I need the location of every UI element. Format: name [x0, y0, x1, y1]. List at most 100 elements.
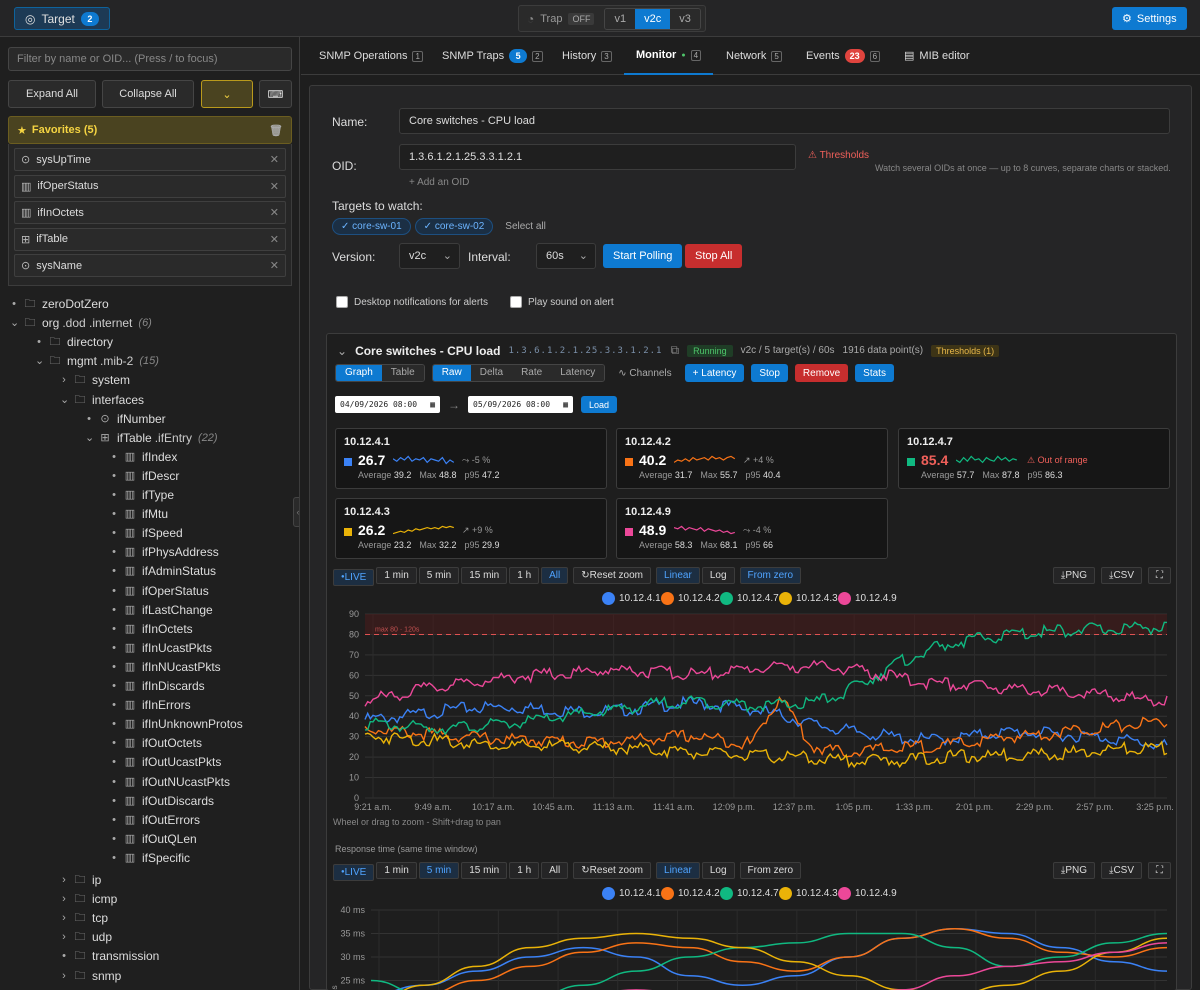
- export-png-button[interactable]: ⤓ PNG: [1052, 567, 1096, 584]
- close-icon[interactable]: ✕: [269, 180, 279, 193]
- legend-item[interactable]: 10.12.4.2: [661, 887, 720, 900]
- stats-button[interactable]: Stats: [855, 364, 894, 382]
- tab-monitor[interactable]: Monitor ● 4: [624, 37, 714, 75]
- from-zero-toggle[interactable]: From zero: [739, 862, 802, 879]
- tree-node[interactable]: • ▥ ifType: [110, 486, 174, 505]
- keyboard-shortcuts-button[interactable]: ⌨: [259, 80, 292, 108]
- tree-node[interactable]: • 🗀 directory: [35, 333, 113, 352]
- cpu-load-chart[interactable]: 0 10 20 30 40 50 60 70 80 90 9:21 a.m. 9:49 a.m. 10:…: [327, 608, 1178, 823]
- tree-node[interactable]: • ▥ ifInErrors: [110, 696, 191, 715]
- range-15min[interactable]: 15 min: [461, 567, 508, 584]
- range-5min[interactable]: 5 min: [418, 862, 460, 879]
- play-sound-option[interactable]: Play sound on alert: [510, 296, 614, 308]
- tab-mib-editor[interactable]: ▤ MIB editor: [904, 37, 970, 75]
- close-icon[interactable]: ✕: [269, 233, 279, 246]
- tree-node[interactable]: • ▥ ifOutOctets: [110, 734, 202, 753]
- live-toggle[interactable]: ● LIVE: [333, 863, 375, 881]
- tree-node[interactable]: • ▥ ifOperStatus: [110, 582, 209, 601]
- tree-node[interactable]: • ▥ ifSpeed: [110, 524, 183, 543]
- close-icon[interactable]: ✕: [269, 154, 279, 166]
- date-from-input[interactable]: 04/09/2026 08:00 ▦: [335, 396, 440, 413]
- target-card[interactable]: 10.12.4.3 26.2 ↗ +9 % Average 23.2 Max 32.2 p…: [335, 498, 607, 559]
- legend-item[interactable]: 10.12.4.9: [838, 592, 897, 605]
- tree-node[interactable]: › 🗀 ip: [60, 871, 101, 890]
- thresholds-badge[interactable]: Thresholds (1): [931, 344, 1000, 357]
- target-card[interactable]: 10.12.4.7 85.4 ⚠ Out of range Average 57.7 M…: [898, 428, 1170, 489]
- export-csv-button[interactable]: ⤓ CSV: [1101, 567, 1142, 584]
- tree-node[interactable]: • ▥ ifInUnknownProtos: [110, 715, 243, 734]
- version-option-v1[interactable]: v1: [605, 8, 636, 29]
- tree-node[interactable]: • ▥ ifOutUcastPkts: [110, 753, 221, 772]
- tree-node[interactable]: ⌄ 🗀 mgmt .mib-2 (15): [35, 352, 159, 371]
- thresholds-link[interactable]: ⚠ Thresholds: [808, 150, 869, 161]
- scale-log[interactable]: Log: [701, 567, 735, 584]
- tree-node[interactable]: • ▥ ifInNUcastPkts: [110, 658, 221, 677]
- copy-icon[interactable]: ⧉: [670, 343, 680, 357]
- tree-node[interactable]: › 🗀 tcp: [60, 909, 108, 928]
- range-1h[interactable]: 1 h: [509, 567, 540, 584]
- target-chip[interactable]: ✓ core-sw-01: [332, 218, 411, 235]
- view-graph[interactable]: Graph: [336, 365, 382, 381]
- chevron-right-icon[interactable]: ›: [62, 874, 66, 886]
- chevron-right-icon[interactable]: ›: [62, 893, 66, 906]
- tree-node[interactable]: ⌄ ⊞ ifTable .ifEntry (22): [85, 429, 218, 448]
- reset-zoom-button[interactable]: ↻ Reset zoom: [573, 567, 652, 584]
- trash-icon[interactable]: 🗑: [269, 124, 283, 137]
- reset-zoom-button[interactable]: ↻ Reset zoom: [573, 862, 652, 879]
- tree-node[interactable]: • ▥ ifInOctets: [110, 620, 193, 639]
- tree-node[interactable]: • ▥ ifOutQLen: [110, 830, 197, 849]
- tab-snmp-traps[interactable]: SNMP Traps 5 2: [442, 37, 543, 75]
- tree-node[interactable]: • ▥ ifDescr: [110, 467, 179, 486]
- desktop-notify-option[interactable]: Desktop notifications for alerts: [336, 296, 488, 308]
- range-All[interactable]: All: [541, 862, 569, 879]
- fullscreen-button[interactable]: ⛶: [1148, 567, 1171, 584]
- oid-input[interactable]: 1.3.6.1.2.1.25.3.3.1.2.1: [399, 144, 796, 170]
- fullscreen-button[interactable]: ⛶: [1148, 862, 1171, 879]
- range-1min[interactable]: 1 min: [376, 567, 417, 584]
- chevron-down-icon[interactable]: ⌄: [85, 431, 95, 444]
- chevron-right-icon[interactable]: ›: [62, 912, 66, 925]
- chevron-right-icon[interactable]: ›: [62, 374, 66, 387]
- legend-item[interactable]: 10.12.4.1: [602, 887, 661, 900]
- monitor-name-input[interactable]: Core switches - CPU load: [399, 108, 1170, 134]
- favorites-header[interactable]: ★ Favorites (5) 🗑: [8, 116, 292, 144]
- tree-node[interactable]: • ⊙ ifNumber: [85, 410, 166, 429]
- range-All[interactable]: All: [541, 567, 569, 584]
- export-png-button[interactable]: ⤓ PNG: [1052, 862, 1096, 879]
- tree-node[interactable]: • ▥ ifAdminStatus: [110, 562, 216, 581]
- legend-item[interactable]: 10.12.4.3: [779, 887, 838, 900]
- legend-item[interactable]: 10.12.4.3: [779, 592, 838, 605]
- tab-history[interactable]: History 3: [562, 37, 612, 75]
- legend-item[interactable]: 10.12.4.7: [720, 592, 779, 605]
- version-option-v2c[interactable]: v2c: [635, 8, 671, 29]
- mode-latency[interactable]: Latency: [551, 365, 605, 381]
- legend-item[interactable]: 10.12.4.1: [602, 592, 661, 605]
- legend-item[interactable]: 10.12.4.9: [838, 887, 897, 900]
- target-chip[interactable]: ✓ core-sw-02: [414, 218, 494, 235]
- legend-item[interactable]: 10.12.4.2: [661, 592, 720, 605]
- range-1min[interactable]: 1 min: [376, 862, 417, 879]
- mode-delta[interactable]: Delta: [470, 365, 513, 381]
- stop-button[interactable]: Stop: [751, 364, 788, 382]
- tree-node[interactable]: • ▥ ifSpecific: [110, 849, 190, 868]
- favorite-item[interactable]: ▥ ifOperStatus ✕: [14, 174, 286, 198]
- tab-snmp-operations[interactable]: SNMP Operations 1: [319, 37, 423, 75]
- tree-node[interactable]: • ▥ ifInUcastPkts: [110, 639, 212, 658]
- interval-select[interactable]: 60s ⌄: [536, 243, 596, 269]
- mib-filter-input[interactable]: [8, 47, 292, 71]
- from-zero-toggle[interactable]: From zero: [739, 567, 802, 584]
- chevron-right-icon[interactable]: ›: [62, 969, 66, 982]
- tree-node[interactable]: • 🗀 transmission: [60, 947, 159, 966]
- desktop-notify-checkbox[interactable]: [336, 296, 348, 308]
- play-sound-checkbox[interactable]: [510, 296, 522, 308]
- tree-node[interactable]: • ▥ ifIndex: [110, 448, 177, 467]
- date-to-input[interactable]: 05/09/2026 08:00 ▦: [468, 396, 573, 413]
- range-1h[interactable]: 1 h: [509, 862, 540, 879]
- tree-node[interactable]: • ▥ ifOutErrors: [110, 811, 200, 830]
- response-time-chart[interactable]: 25 ms 30 ms 35 ms 40 ms ms: [327, 904, 1178, 990]
- chevron-down-icon[interactable]: ⌄: [10, 317, 20, 330]
- add-latency-button[interactable]: + Latency: [684, 364, 745, 382]
- settings-button[interactable]: ⚙ Settings: [1112, 7, 1187, 30]
- stop-all-button[interactable]: Stop All: [685, 244, 743, 268]
- tree-node[interactable]: › 🗀 icmp: [60, 890, 117, 909]
